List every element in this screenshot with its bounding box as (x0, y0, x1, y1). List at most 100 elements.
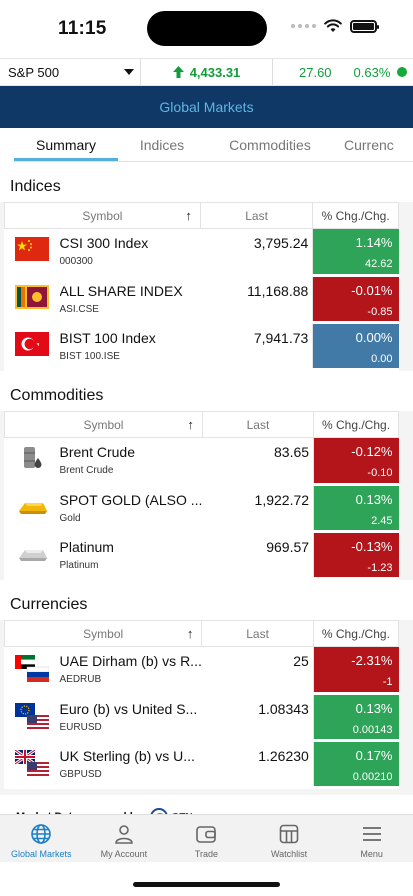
platinum-bar-icon (15, 541, 49, 565)
change-pct: 0.13% (355, 492, 393, 507)
symbol-cell: CSI 300 Index 000300 (4, 228, 201, 277)
wifi-icon (324, 19, 342, 32)
column-header-chg[interactable]: % Chg./Chg. (313, 411, 399, 438)
symbol-code: Gold (59, 513, 81, 524)
last-price: 83.65 (202, 437, 314, 486)
change-abs: -0.10 (367, 467, 393, 479)
change-cell: -2.31% -1 (312, 646, 399, 695)
column-header-symbol[interactable]: Symbol ↑ (4, 202, 201, 229)
last-price: 1.08343 (201, 693, 314, 742)
column-header-chg[interactable]: % Chg./Chg. (312, 202, 399, 229)
oil-barrel-icon (15, 446, 49, 470)
nav-global-markets[interactable]: Global Markets (0, 815, 83, 862)
change-cell: 1.14% 42.62 (312, 228, 399, 277)
ticker-change: 27.60 0.63% (273, 65, 413, 80)
person-icon (115, 825, 133, 844)
change-cell: 0.13% 0.00143 (312, 693, 399, 742)
tab-commodities[interactable]: Commodities (229, 137, 311, 153)
table-row[interactable]: SPOT GOLD (ALSO ... Gold 1,922.72 0.13% … (4, 484, 399, 533)
dynamic-island (147, 11, 267, 46)
column-header-chg[interactable]: % Chg./Chg. (312, 620, 400, 647)
change-pct: 1.14% (355, 235, 393, 250)
change-pct: 0.13% (355, 701, 393, 716)
symbol-code: Brent Crude (59, 465, 114, 476)
table-row[interactable]: CSI 300 Index 000300 3,795.24 1.14% 42.6… (4, 228, 399, 277)
change-abs: -1 (382, 676, 393, 688)
gtn-logo-icon (150, 808, 168, 814)
change-cell: -0.12% -0.10 (313, 437, 399, 486)
section-title-commodities: Commodities (0, 371, 413, 411)
last-price: 969.57 (202, 531, 314, 580)
symbol-name: UAE Dirham (b) vs R... (59, 653, 202, 669)
arrow-up-icon (172, 66, 184, 78)
home-indicator[interactable] (133, 882, 280, 887)
last-price: 25 (201, 646, 314, 695)
symbol-name: UK Sterling (b) vs U... (59, 748, 195, 764)
change-cell: -0.13% -1.23 (313, 531, 399, 580)
status-icons (291, 19, 379, 33)
symbol-name: BIST 100 Index (59, 330, 156, 346)
table-row[interactable]: UAE Dirham (b) vs R... AEDRUB 25 -2.31% … (4, 646, 399, 695)
summary-content[interactable]: Indices Symbol ↑ Last % Chg./Chg. CSI 300… (0, 162, 413, 814)
sri-lanka-flag-icon (14, 285, 49, 309)
sort-arrow-icon[interactable]: ↑ (186, 626, 194, 641)
column-header-symbol[interactable]: Symbol ↑ (3, 620, 203, 647)
column-header-symbol[interactable]: Symbol ↑ (4, 411, 203, 438)
symbol-name: Brent Crude (59, 444, 135, 460)
change-abs: 0.00 (371, 353, 393, 365)
ticker-last: 4,433.31 (189, 64, 241, 80)
table-row[interactable]: UK Sterling (b) vs U... GBPUSD 1.26230 0… (4, 740, 399, 789)
table-row[interactable]: ALL SHARE INDEX ASI.CSE 11,168.88 -0.01%… (4, 275, 399, 324)
change-abs: 0.00210 (352, 771, 393, 783)
nav-label: Menu (360, 849, 383, 859)
sort-arrow-icon[interactable]: ↑ (187, 417, 194, 432)
tab-indices[interactable]: Indices (139, 137, 185, 153)
table-row[interactable]: Platinum Platinum 969.57 -0.13% -1.23 (4, 531, 399, 580)
nav-trade[interactable]: Trade (165, 815, 248, 862)
wallet-icon (196, 826, 217, 843)
change-pct: -0.01% (351, 283, 393, 298)
powered-by-text: Market Data powered by (16, 811, 143, 814)
nav-menu[interactable]: Menu (330, 815, 413, 862)
index-selector-label: S&P 500 (8, 64, 60, 80)
globe-icon (31, 824, 52, 844)
table-row[interactable]: Euro (b) vs United S... EURUSD 1.08343 0… (4, 693, 399, 742)
change-cell: 0.00% 0.00 (312, 322, 399, 371)
symbol-cell: ALL SHARE INDEX ASI.CSE (4, 275, 201, 324)
index-selector[interactable]: S&P 500 (0, 59, 141, 85)
table-row[interactable]: BIST 100 Index BIST 100.ISE 7,941.73 0.0… (4, 322, 399, 371)
symbol-cell: BIST 100 Index BIST 100.ISE (4, 322, 201, 371)
page-header: Global Markets (0, 86, 413, 128)
symbol-code: AEDRUB (59, 674, 102, 685)
symbol-cell: Platinum Platinum (4, 531, 203, 580)
change-pct: 0.00% (355, 330, 393, 345)
change-abs: 2.45 (371, 515, 393, 527)
hamburger-icon (362, 827, 381, 841)
last-price: 3,795.24 (200, 228, 313, 277)
change-pct: -2.31% (351, 653, 393, 668)
column-header-last[interactable]: Last (201, 620, 314, 647)
change-abs: 42.62 (364, 258, 393, 270)
symbol-name: SPOT GOLD (ALSO ... (59, 492, 203, 508)
change-pct: -0.12% (351, 444, 393, 459)
uae-russia-flags-icon (14, 655, 49, 682)
battery-icon (350, 19, 379, 33)
tab-summary[interactable]: Summary (14, 128, 118, 161)
last-price: 1.26230 (201, 740, 314, 789)
symbol-code: 000300 (59, 256, 93, 267)
table-row[interactable]: Brent Crude Brent Crude 83.65 -0.12% -0.… (4, 437, 399, 486)
column-header-last[interactable]: Last (199, 202, 314, 229)
signal-icon (291, 24, 316, 28)
table-indices: Symbol ↑ Last % Chg./Chg. CSI 300 Index 0… (4, 202, 399, 371)
nav-my-account[interactable]: My Account (83, 815, 166, 862)
table-currencies: Symbol ↑ Last % Chg./Chg. UAE Dirham (b) … (3, 620, 400, 789)
gold-bar-icon (15, 494, 49, 518)
symbol-cell: UAE Dirham (b) vs R... AEDRUB (4, 646, 202, 695)
nav-watchlist[interactable]: Watchlist (248, 815, 331, 862)
gtn-logo: GTN (149, 807, 193, 814)
column-header-last[interactable]: Last (201, 411, 315, 438)
sort-arrow-icon[interactable]: ↑ (185, 208, 192, 223)
symbol-cell: Euro (b) vs United S... EURUSD (4, 693, 202, 742)
tab-currencies[interactable]: Currenc (344, 137, 394, 153)
china-flag-icon (14, 237, 49, 261)
